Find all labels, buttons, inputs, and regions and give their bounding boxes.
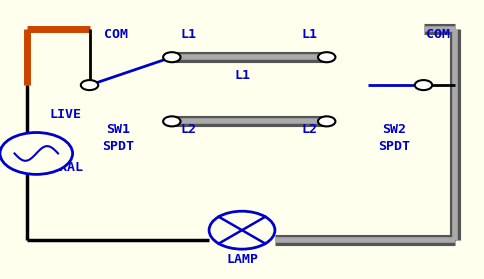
Circle shape (415, 80, 432, 90)
Circle shape (318, 116, 335, 126)
Circle shape (163, 52, 181, 62)
Text: L1: L1 (234, 69, 250, 82)
Text: LAMP: LAMP (226, 253, 258, 266)
Text: SW1: SW1 (106, 123, 131, 136)
Text: L2: L2 (181, 123, 197, 136)
Text: NEUTRAL: NEUTRAL (28, 161, 84, 174)
Circle shape (0, 133, 73, 174)
Text: SW2: SW2 (382, 123, 407, 136)
Text: SPDT: SPDT (103, 140, 135, 153)
Text: L1: L1 (181, 28, 197, 41)
Text: L1: L1 (302, 28, 318, 41)
Circle shape (318, 52, 335, 62)
Text: LIVE: LIVE (49, 108, 81, 121)
Text: L2: L2 (302, 123, 318, 136)
Circle shape (81, 80, 98, 90)
Text: SPDT: SPDT (378, 140, 410, 153)
Circle shape (163, 116, 181, 126)
Text: COM: COM (104, 28, 128, 41)
Text: COM: COM (426, 28, 450, 41)
Circle shape (209, 211, 275, 249)
